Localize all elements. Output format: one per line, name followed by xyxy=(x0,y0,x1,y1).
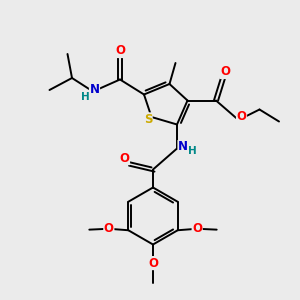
Text: H: H xyxy=(188,146,196,157)
Text: O: O xyxy=(104,222,114,235)
Text: N: N xyxy=(89,82,100,96)
Text: O: O xyxy=(220,65,230,79)
Text: O: O xyxy=(192,222,202,235)
Text: S: S xyxy=(144,113,152,126)
Text: O: O xyxy=(119,152,130,165)
Text: O: O xyxy=(115,44,125,58)
Text: O: O xyxy=(148,256,158,270)
Text: O: O xyxy=(236,110,247,123)
Text: H: H xyxy=(81,92,90,102)
Text: N: N xyxy=(178,140,188,154)
